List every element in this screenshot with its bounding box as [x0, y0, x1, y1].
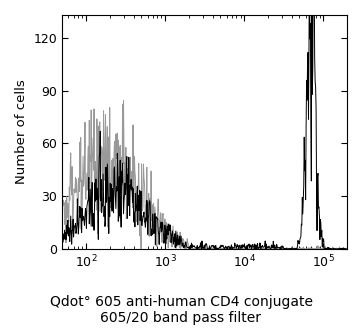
Y-axis label: Number of cells: Number of cells — [15, 80, 28, 184]
Text: Qdot° 605 anti-human CD4 conjugate
605/20 band pass filter: Qdot° 605 anti-human CD4 conjugate 605/2… — [50, 295, 312, 325]
